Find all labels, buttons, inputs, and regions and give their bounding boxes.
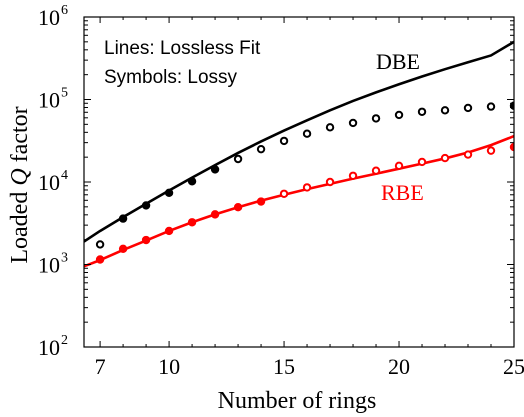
dbe-lossy-point (417, 107, 427, 116)
rbe-lossy-point (164, 226, 174, 236)
y-tick-exponent: 6 (61, 3, 68, 18)
dbe-lossy-point (371, 114, 381, 123)
dbe-lossy-point (486, 102, 496, 111)
x-tick-label: 15 (273, 354, 295, 379)
rbe-label: RBE (381, 180, 424, 205)
rbe-lossy-point (348, 171, 358, 180)
y-tick-base: 10 (38, 253, 60, 278)
dbe-lossy-point (118, 214, 128, 223)
rbe-lossy-point (463, 150, 473, 159)
y-axis-label-prefix: Loaded (7, 186, 33, 264)
y-tick-base: 10 (38, 335, 60, 360)
dbe-lossy-point (440, 106, 450, 115)
y-axis-label-suffix: factor (7, 106, 33, 168)
x-tick-label: 10 (158, 354, 180, 379)
dbe-lossy-point (210, 165, 220, 174)
dbe-lossy-point (463, 103, 473, 113)
y-tick-label: 10 (38, 253, 60, 278)
rbe-lossy-point (394, 161, 404, 171)
x-axis-label: Number of rings (218, 388, 377, 414)
rbe-lossy-point (417, 157, 427, 167)
dbe-lossy-point (95, 240, 105, 249)
dbe-fit-line (84, 40, 514, 243)
dbe-lossy-point (164, 188, 174, 197)
y-tick-label: 10 (38, 5, 60, 30)
rbe-lossy-point (118, 244, 128, 253)
rbe-lossy-point (210, 210, 220, 219)
rbe-lossy-point (141, 235, 151, 245)
rbe-lossy-point (486, 146, 496, 155)
y-tick-label: 10 (38, 335, 60, 360)
y-axis-label-q: Q (7, 168, 33, 185)
rbe-lossy-point (325, 177, 335, 187)
dbe-lossy-point (394, 110, 404, 120)
y-tick-exponent: 3 (61, 251, 68, 266)
rbe-lossy-point (187, 218, 197, 227)
y-tick-label: 10 (38, 170, 60, 195)
x-tick-label: 25 (503, 354, 524, 379)
x-tick-label: 7 (95, 354, 106, 379)
rbe-lossy-point (279, 189, 289, 198)
dbe-lossy-point (325, 123, 335, 132)
y-tick-exponent: 5 (61, 86, 68, 101)
y-tick-base: 10 (38, 88, 60, 113)
y-tick-exponent: 4 (61, 168, 68, 183)
dbe-lossy-point (233, 154, 243, 164)
series-layer (84, 40, 514, 268)
x-tick-label: 20 (388, 354, 410, 379)
symbols-note: Symbols: Lossy (104, 67, 238, 88)
rbe-lossy-point (440, 153, 450, 163)
y-tick-base: 10 (38, 5, 60, 30)
dbe-lossy-point (141, 201, 151, 210)
y-tick-label: 10 (38, 88, 60, 113)
rbe-lossy-point (233, 202, 243, 212)
y-tick-base: 10 (38, 170, 60, 195)
y-tick-exponent: 2 (61, 333, 68, 348)
rbe-lossy-point (256, 197, 266, 206)
dbe-lossy-point (348, 118, 358, 128)
dbe-lossy-point (279, 136, 289, 146)
dbe-lossy-point (187, 177, 197, 186)
dbe-label: DBE (376, 49, 420, 74)
y-axis-label: Loaded Q factor (7, 106, 33, 263)
lines-note: Lines: Lossless Fit (104, 38, 261, 59)
dbe-lossy-point (302, 129, 312, 138)
dbe-lossy-point (256, 144, 266, 154)
rbe-lossy-point (95, 255, 105, 264)
rbe-lossy-point (371, 166, 381, 175)
rbe-lossy-point (302, 183, 312, 192)
